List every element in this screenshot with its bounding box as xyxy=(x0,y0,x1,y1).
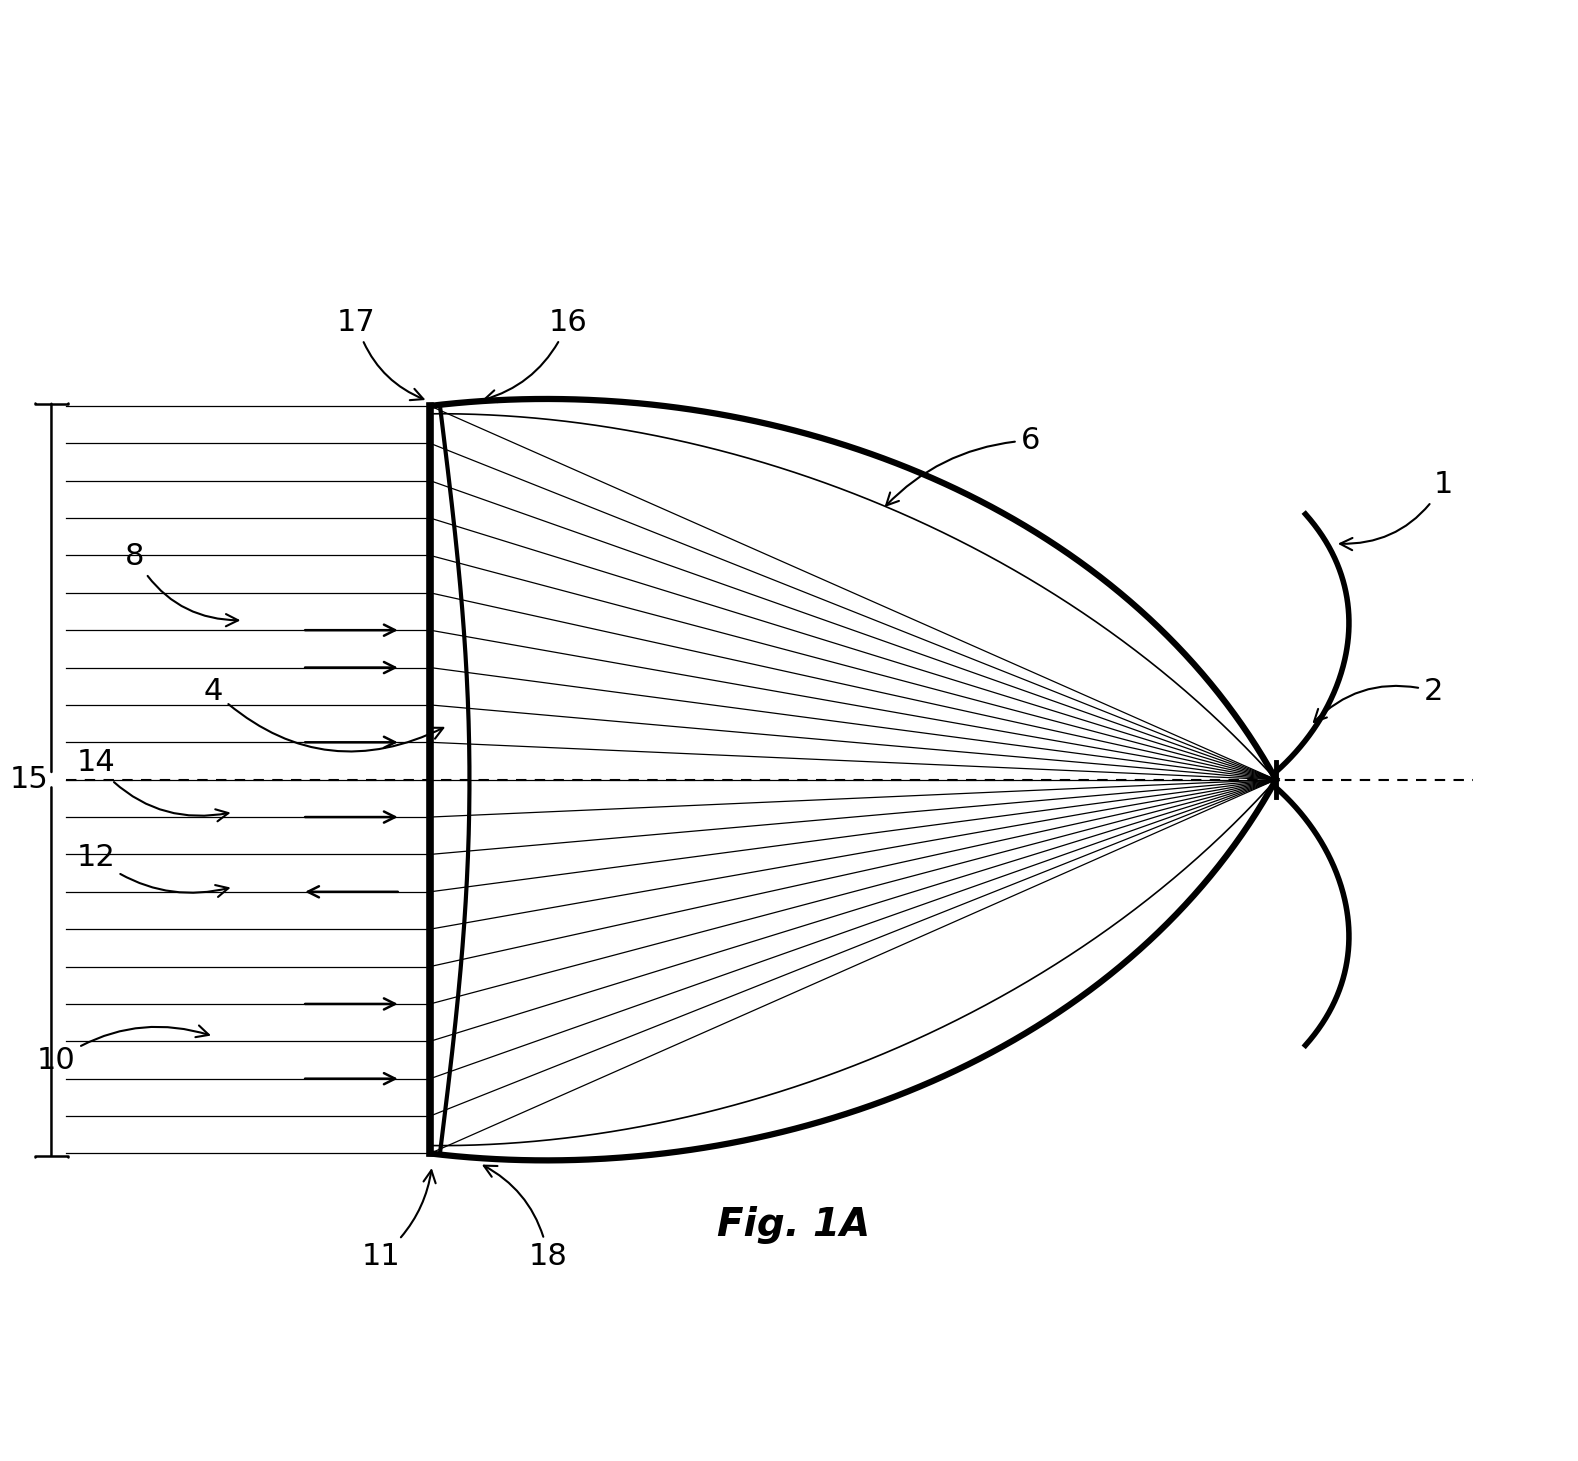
Text: 14: 14 xyxy=(76,748,229,821)
Text: 6: 6 xyxy=(887,425,1040,506)
Text: 8: 8 xyxy=(125,542,238,627)
Text: 2: 2 xyxy=(1314,676,1442,722)
Text: 18: 18 xyxy=(484,1166,568,1271)
Text: 10: 10 xyxy=(36,1026,208,1075)
Text: 11: 11 xyxy=(361,1170,436,1271)
Text: 16: 16 xyxy=(484,308,587,402)
Text: 4: 4 xyxy=(204,676,443,751)
Text: Fig. 1A: Fig. 1A xyxy=(718,1207,871,1245)
Text: 1: 1 xyxy=(1340,470,1453,551)
Text: 15: 15 xyxy=(9,766,49,795)
Text: 17: 17 xyxy=(338,308,423,400)
Text: 12: 12 xyxy=(76,843,229,897)
